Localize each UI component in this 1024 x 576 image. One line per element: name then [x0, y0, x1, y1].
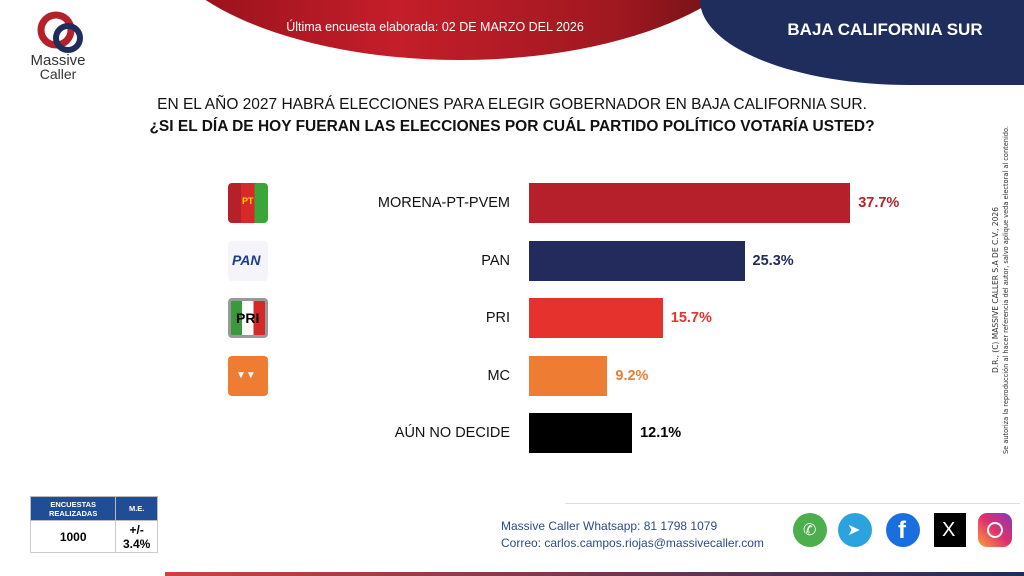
stats-header-surveys: ENCUESTAS REALIZADAS — [29, 496, 117, 521]
bar — [529, 356, 608, 396]
copyright-line-2: Se autoriza la reproducción al hacer ref… — [1002, 126, 1010, 454]
telegram-icon[interactable]: ➤ — [838, 513, 872, 547]
bar — [529, 298, 663, 338]
category-label: MC — [487, 368, 510, 384]
pan-logo: PAN — [228, 241, 268, 281]
logo-text-1: Massive — [30, 52, 86, 69]
pri-logo-text: PRI — [236, 310, 260, 326]
value-label: 12.1% — [640, 425, 682, 441]
surveys-count: 1000 — [29, 520, 117, 553]
question-line-1: EN EL AÑO 2027 HABRÁ ELECCIONES PARA ELE… — [157, 96, 867, 113]
margin-of-error: +/- 3.4% — [115, 520, 158, 553]
stats-table: ENCUESTAS REALIZADAS M.E. 1000 +/- 3.4% — [29, 496, 158, 553]
value-label: 9.2% — [615, 368, 649, 384]
pri-logo: PRI — [228, 298, 268, 338]
category-label: AÚN NO DECIDE — [394, 425, 510, 441]
massive-caller-logo: Massive Caller — [18, 10, 108, 100]
bar — [529, 183, 851, 223]
copyright-notice: D.R., (C) MASSIVE CALLER S.A DE C.V., 20… — [991, 126, 1010, 454]
morena-pt-pvem-logo: PT — [228, 183, 268, 223]
mc-eagle-icon: ▼▼ — [236, 370, 256, 381]
question-line-2: ¿SI EL DÍA DE HOY FUERAN LAS ELECCIONES … — [149, 118, 875, 135]
value-label: 37.7% — [858, 195, 900, 211]
footer-line — [165, 572, 1024, 576]
pt-logo-text: PT — [242, 196, 254, 206]
mc-logo: ▼▼ — [228, 356, 268, 396]
x-icon[interactable]: X — [934, 513, 966, 547]
bar — [529, 413, 633, 453]
logo-text-2: Caller — [39, 66, 77, 82]
email-contact[interactable]: Correo: carlos.campos.riojas@massivecall… — [501, 536, 764, 550]
survey-date: Última encuesta elaborada: 02 DE MARZO D… — [286, 20, 584, 34]
bar — [529, 241, 745, 281]
logo-mark-icon — [37, 11, 83, 53]
whatsapp-icon[interactable]: ✆ — [793, 513, 827, 547]
category-label: MORENA-PT-PVEM — [377, 195, 510, 211]
pan-logo-text: PAN — [232, 252, 261, 268]
instagram-icon[interactable] — [978, 513, 1012, 547]
category-label: PAN — [481, 253, 510, 269]
facebook-icon[interactable]: f — [886, 513, 920, 547]
copyright-line-1: D.R., (C) MASSIVE CALLER S.A DE C.V., 20… — [991, 207, 1000, 373]
value-label: 15.7% — [670, 310, 712, 326]
stats-header-me: M.E. — [115, 496, 158, 521]
footer-divider — [565, 503, 1020, 504]
category-label: PRI — [485, 310, 510, 326]
whatsapp-contact: Massive Caller Whatsapp: 81 1798 1079 — [501, 519, 718, 533]
value-label: 25.3% — [752, 253, 794, 269]
region-title: BAJA CALIFORNIA SUR — [787, 20, 983, 39]
x-logo-text: X — [942, 519, 956, 541]
